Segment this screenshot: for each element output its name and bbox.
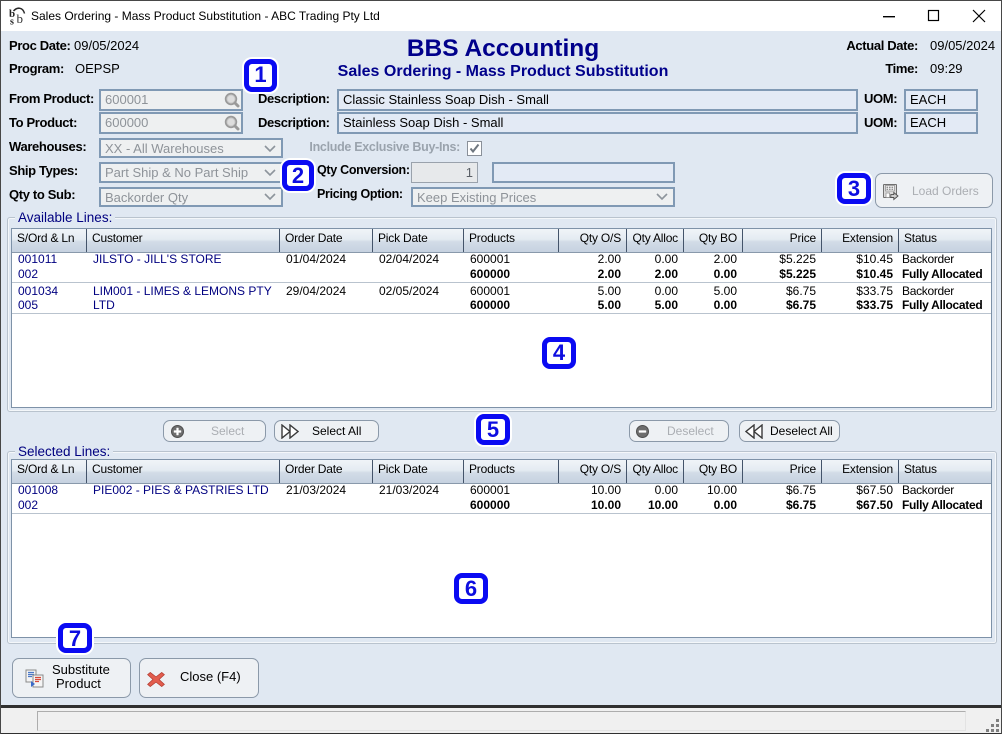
svg-text:b: b bbox=[9, 8, 15, 20]
svg-text:b: b bbox=[17, 11, 24, 25]
svg-text:s: s bbox=[10, 17, 14, 26]
